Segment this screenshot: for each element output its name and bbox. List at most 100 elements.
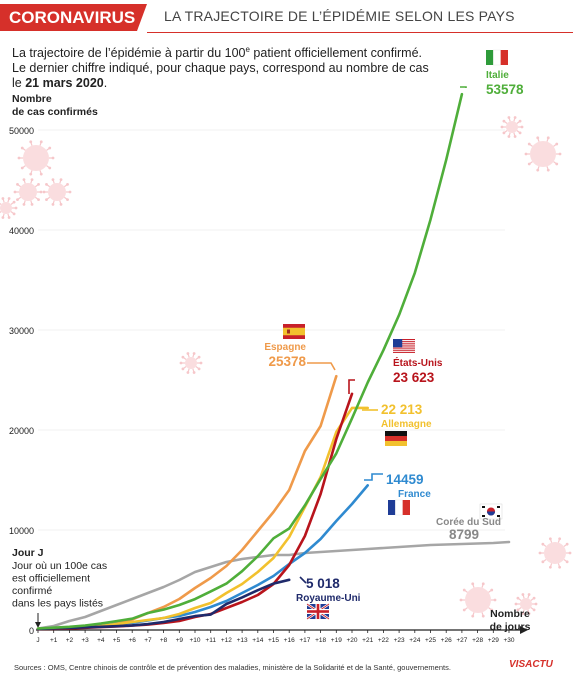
virus-icon-spike-tip	[507, 135, 511, 138]
jour-j-text: Jour où un 100e cas	[12, 560, 107, 572]
x-tick-label: +21	[362, 637, 373, 644]
y-tick-label: 10000	[9, 526, 34, 536]
virus-icon-spike-tip	[20, 146, 24, 150]
x-tick-label: +23	[394, 637, 405, 644]
virus-icon-spike-tip	[462, 608, 466, 612]
label-coree: Corée du Sud	[436, 517, 501, 528]
virus-icon-spike-tip	[48, 166, 52, 170]
virus-icon-spike-tip	[39, 190, 43, 194]
x-tick-label: +30	[503, 637, 514, 644]
virus-icon-spike-tip	[462, 588, 466, 592]
virus-icon-spike-tip	[565, 560, 569, 564]
virus-icon-spike-tip	[22, 202, 26, 206]
virus-icon-spike-tip	[558, 565, 562, 569]
header: CORONAVIRUS LA TRAJECTOIRE DE L’ÉPIDÉMIE…	[0, 0, 573, 34]
virus-icon-spike-tip	[558, 152, 562, 156]
x-tick-label: +25	[425, 637, 436, 644]
virus-icon-spike-tip	[490, 608, 494, 612]
virus-icon-spike-tip	[516, 596, 520, 600]
virus-icon-spike-tip	[30, 202, 34, 206]
virus-icon	[17, 140, 55, 176]
label-etats-unis: États-Unis	[393, 356, 443, 369]
usa-flag-icon-stripe	[393, 345, 415, 347]
x-tick-label: +8	[160, 637, 168, 644]
virus-icon	[459, 582, 497, 618]
virus-icon-spike-tip	[513, 135, 517, 138]
virus-icon	[179, 352, 203, 374]
virus-icon-spike-tip	[13, 190, 17, 194]
x-tick-label: J	[36, 637, 39, 644]
x-tick-label: +14	[252, 637, 263, 644]
value-royaume-uni: 5 018	[306, 576, 340, 591]
x-tick-label: +7	[144, 637, 152, 644]
virus-icon-body	[506, 121, 518, 133]
virus-icon	[500, 116, 524, 138]
virus-icon-spike-tip	[502, 119, 506, 123]
virus-icon-spike-tip	[197, 355, 201, 359]
x-tick-label: +22	[378, 637, 389, 644]
leader-royaume-uni	[299, 576, 307, 584]
virus-icon-spike-tip	[39, 172, 43, 176]
virus-icon-body	[544, 542, 566, 564]
intro-part-2: patient officiellement confirmé. Le dern…	[12, 46, 429, 91]
x-axis-label: Nombre	[490, 608, 530, 620]
intro-date: 21 mars 2020	[25, 76, 104, 91]
virus-icon-spike-tip	[37, 182, 40, 186]
value-italie: 53578	[486, 82, 524, 97]
france-flag-icon	[388, 499, 410, 516]
y-axis-label: Nombre	[12, 93, 52, 105]
korea-flag-icon	[479, 503, 503, 520]
virus-icon-spike-tip	[179, 361, 183, 365]
virus-icon-spike-tip	[48, 146, 52, 150]
jour-j-title: Jour J	[12, 547, 44, 559]
source-note: Sources : OMS, Centre chinois de contrôl…	[14, 663, 451, 672]
virus-icon-spike-tip	[520, 125, 524, 129]
italy-flag-icon-band	[486, 50, 494, 65]
germany-flag-icon-band	[385, 431, 407, 436]
value-france: 14459	[386, 472, 424, 487]
virus-icon-spike-tip	[51, 156, 55, 160]
virus-icon	[42, 178, 72, 206]
virus-icon-spike-tip	[45, 182, 48, 186]
leader-france	[364, 473, 383, 481]
virus-icon-spike-tip	[532, 596, 536, 600]
usa-flag-icon-stripe	[393, 347, 415, 349]
virus-icon-body	[530, 141, 556, 167]
virus-icon-spike-tip	[459, 598, 463, 602]
virus-icon-body	[19, 183, 37, 201]
virus-icon-spike-tip	[29, 172, 33, 176]
virus-icon-spike-tip	[42, 190, 46, 194]
virus-icon-spike-tip	[518, 131, 522, 135]
series-line-0	[36, 92, 464, 630]
virus-icon	[524, 136, 562, 172]
usa-flag-icon-stripe	[393, 343, 415, 345]
intro-text: La trajectoire de l’épidémie à partir du…	[12, 42, 432, 91]
virus-icon-spike-tip	[22, 178, 26, 182]
y-tick-label: 50000	[9, 126, 34, 136]
virus-icon-spike-tip	[7, 216, 11, 219]
leader-etats-unis	[348, 379, 355, 394]
germany-flag-icon	[385, 431, 407, 446]
y-axis-label: de cas confirmés	[12, 106, 98, 118]
label-royaume-uni: Royaume-Uni	[296, 593, 361, 604]
virus-icon-spike-tip	[500, 125, 504, 129]
x-tick-label: +2	[66, 637, 74, 644]
virus-icon-spike-tip	[507, 116, 511, 119]
virus-icon-spike-tip	[534, 602, 538, 606]
virus-icon-body	[0, 202, 12, 214]
x-tick-label: +27	[456, 637, 467, 644]
jour-j-text: est officiellement	[12, 573, 90, 585]
x-tick-label: +9	[176, 637, 184, 644]
x-tick-label: +16	[284, 637, 295, 644]
x-tick-label: +12	[221, 637, 232, 644]
korea-flag-icon-trigram	[497, 515, 500, 517]
virus-icon-spike-tip	[548, 537, 552, 541]
virus-icon-spike-tip	[546, 168, 550, 172]
x-tick-label: +4	[97, 637, 105, 644]
virus-icon-spike-tip	[527, 593, 531, 596]
spain-flag-icon-band	[283, 327, 305, 336]
x-tick-label: +18	[315, 637, 326, 644]
italy-flag-icon-band	[500, 50, 508, 65]
value-etats-unis: 23 623	[393, 370, 435, 385]
